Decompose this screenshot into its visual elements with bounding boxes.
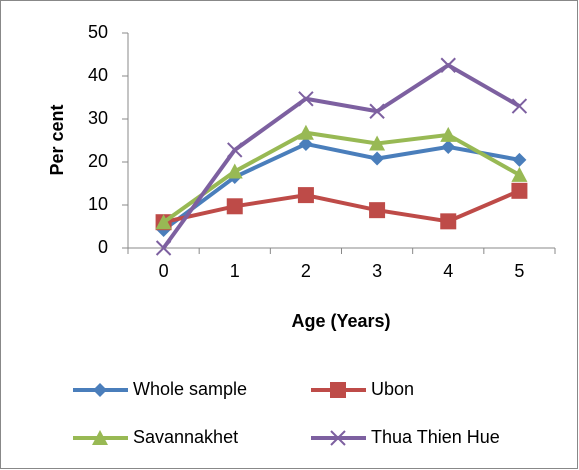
marker (511, 98, 528, 114)
x-tick-label: 1 (230, 261, 240, 281)
y-tick-label: 20 (88, 151, 108, 171)
x-tick-label: 5 (514, 261, 524, 281)
series-line (162, 130, 521, 224)
series-line (162, 141, 520, 232)
marker (227, 142, 243, 158)
y-axis-label: Per cent (47, 104, 67, 175)
x-tick-label: 0 (159, 261, 169, 281)
marker (330, 382, 346, 398)
marker (511, 166, 528, 182)
marker (512, 152, 527, 167)
marker (155, 240, 172, 256)
marker (297, 187, 314, 204)
marker (298, 91, 314, 107)
marker (226, 198, 243, 215)
legend-label: Savannakhet (133, 427, 238, 447)
marker (369, 135, 386, 151)
marker (440, 126, 457, 142)
marker (226, 163, 243, 179)
marker (92, 430, 108, 445)
marker (155, 214, 172, 230)
marker (298, 136, 313, 151)
marker (369, 202, 386, 219)
marker (440, 57, 456, 73)
legend-label: Thua Thien Hue (371, 427, 500, 447)
y-tick-label: 40 (88, 65, 108, 85)
legend-label: Whole sample (133, 379, 247, 399)
marker (93, 383, 107, 397)
marker (511, 182, 528, 199)
legend-label: Ubon (371, 379, 414, 399)
marker (330, 430, 346, 446)
marker (370, 151, 385, 166)
marker (441, 139, 456, 154)
marker (369, 103, 385, 119)
y-tick-label: 10 (88, 194, 108, 214)
x-tick-label: 2 (301, 261, 311, 281)
x-tick-label: 3 (372, 261, 382, 281)
marker (440, 213, 457, 230)
y-tick-label: 50 (88, 22, 108, 42)
y-tick-label: 30 (88, 108, 108, 128)
series-line (161, 62, 521, 250)
x-axis-label: Age (Years) (291, 311, 390, 331)
x-tick-label: 4 (443, 261, 453, 281)
series-line (163, 188, 521, 225)
marker (297, 124, 314, 140)
y-tick-label: 0 (98, 237, 108, 257)
